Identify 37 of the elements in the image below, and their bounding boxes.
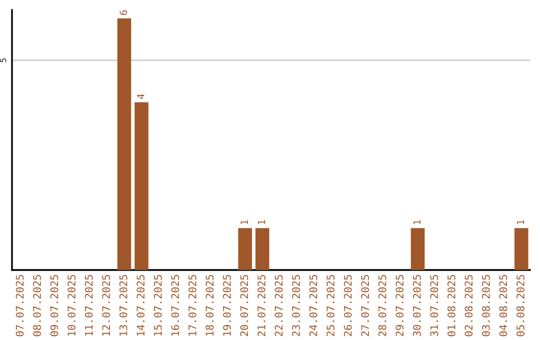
x-tick-label: 12.07.2025 <box>102 275 110 336</box>
x-tick-label: 03.08.2025 <box>482 275 490 336</box>
x-tick-label: 23.07.2025 <box>292 275 300 336</box>
data-label: 1 <box>240 220 248 224</box>
x-tick-label: 07.07.2025 <box>16 275 24 336</box>
x-tick-label: 14.07.2025 <box>136 275 145 336</box>
data-label: 1 <box>258 220 266 224</box>
data-label: 1 <box>413 220 420 224</box>
x-tick-label: 18.07.2025 <box>206 275 214 336</box>
x-tick-label: 29.07.2025 <box>396 275 404 336</box>
x-tick-label: 19.07.2025 <box>223 275 231 336</box>
x-tick-label: 31.07.2025 <box>430 275 438 336</box>
data-label: 6 <box>120 10 128 15</box>
x-tick-label: 17.07.2025 <box>188 275 196 336</box>
x-tick-label: 20.07.2025 <box>240 275 248 336</box>
y-tick-label: 5 <box>0 58 6 62</box>
x-tick-label: 05.08.2025 <box>516 275 524 336</box>
x-tick-label: 26.07.2025 <box>344 275 352 336</box>
x-tick-label: 02.08.2025 <box>464 275 473 336</box>
x-tick-label: 01.08.2025 <box>447 275 456 336</box>
x-tick-label: 08.07.2025 <box>33 275 41 336</box>
x-tick-label: 04.08.2025 <box>499 275 508 336</box>
x-tick-label: 27.07.2025 <box>361 275 370 336</box>
x-tick-label: 10.07.2025 <box>68 275 76 336</box>
x-tick-label: 22.07.2025 <box>274 275 283 336</box>
x-tick-label: 21.07.2025 <box>258 275 266 336</box>
x-tick-label: 15.07.2025 <box>154 275 162 336</box>
x-tick-label: 30.07.2025 <box>412 275 421 336</box>
x-tick-label: 13.07.2025 <box>119 275 128 336</box>
data-label: 4 <box>137 94 144 99</box>
x-tick-label: 24.07.2025 <box>309 275 318 336</box>
x-tick-label: 16.07.2025 <box>171 275 180 336</box>
x-tick-label: 09.07.2025 <box>50 275 58 336</box>
x-tick-label: 25.07.2025 <box>326 275 334 336</box>
data-label: 1 <box>516 220 524 224</box>
x-tick-label: 11.07.2025 <box>84 275 93 336</box>
x-tick-label: 28.07.2025 <box>378 275 386 336</box>
